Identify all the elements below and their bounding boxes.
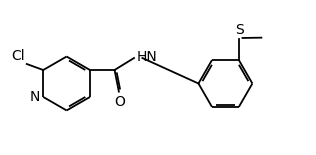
Text: HN: HN xyxy=(137,50,157,64)
Text: O: O xyxy=(114,95,125,109)
Text: Cl: Cl xyxy=(12,49,25,63)
Text: N: N xyxy=(29,90,40,104)
Text: S: S xyxy=(235,23,244,37)
